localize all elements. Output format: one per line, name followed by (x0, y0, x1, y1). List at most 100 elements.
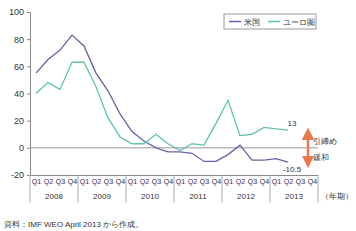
x-tick: Q2 (92, 175, 101, 186)
series-line (36, 35, 288, 162)
y-tick: 60 (14, 62, 30, 72)
y-tick-label: 20 (14, 116, 24, 126)
y-tick-mark (27, 148, 30, 149)
x-tick: Q1 (128, 175, 137, 186)
x-tick: Q1 (32, 175, 41, 186)
year-label: 2012 (237, 192, 255, 201)
legend-label: ユーロ圏 (283, 18, 315, 27)
x-tick: Q3 (104, 175, 113, 186)
x-tick-label: Q2 (236, 178, 245, 186)
x-tick-label: Q1 (128, 178, 137, 186)
year-label: 2008 (45, 192, 63, 201)
x-tick: Q4 (212, 175, 221, 186)
legend-label: 米国 (244, 18, 260, 27)
x-tick: Q4 (260, 175, 269, 186)
x-tick-label: Q1 (32, 178, 41, 186)
y-axis: -20 0 20 40 60 80 100 (9, 7, 31, 180)
chart: -20020406080100Q1Q2Q3Q4Q1Q2Q3Q4Q1Q2Q3Q4Q… (0, 0, 356, 231)
y-tick-label: 100 (9, 7, 24, 17)
y-tick-label: 40 (14, 89, 24, 99)
annotation: 13 (288, 119, 297, 128)
y-tick-label: 80 (14, 35, 24, 45)
direction-label: 引締め (313, 137, 337, 146)
legend-swatch (229, 21, 241, 23)
y-tick-mark (27, 94, 30, 95)
x-tick-label: Q2 (92, 178, 101, 186)
x-tick: Q3 (296, 175, 305, 186)
x-tick-label: Q1 (80, 178, 89, 186)
y-tick: 40 (14, 89, 30, 99)
x-tick-label: Q4 (68, 178, 77, 186)
year-separator (270, 175, 271, 203)
y-tick: 80 (14, 35, 30, 45)
year-label: 2013 (285, 192, 303, 201)
x-tick-label: Q3 (296, 178, 305, 186)
y-tick-mark (27, 39, 30, 40)
y-tick-mark (27, 66, 30, 67)
x-tick-label: Q4 (164, 178, 173, 186)
direction-label: 緩和 (312, 153, 329, 162)
x-tick-label: Q2 (140, 178, 149, 186)
series-line (36, 62, 288, 150)
x-tick-label: Q3 (200, 178, 209, 186)
x-tick-label: Q1 (224, 178, 233, 186)
x-tick-label: Q3 (56, 178, 65, 186)
y-tick: 0 (19, 143, 30, 153)
x-tick: Q1 (224, 175, 233, 186)
legend-box (224, 14, 316, 29)
x-tick-label: Q1 (176, 178, 185, 186)
x-tick-label: Q3 (248, 178, 257, 186)
y-axis-line (27, 13, 31, 176)
x-tick: Q4 (164, 175, 173, 186)
x-tick-label: Q4 (116, 178, 125, 186)
x-tick: Q3 (152, 175, 161, 186)
x-tick: Q2 (140, 175, 149, 186)
year-separator (318, 175, 319, 203)
x-tick: Q1 (272, 175, 281, 186)
x-tick-label: Q3 (152, 178, 161, 186)
y-tick-label: -20 (11, 170, 24, 180)
year-label: 2009 (93, 192, 111, 201)
x-tick: Q2 (284, 175, 293, 186)
x-tick-label: Q3 (104, 178, 113, 186)
y-tick-label: 0 (19, 143, 24, 153)
y-tick: 100 (9, 7, 30, 17)
x-tick-label: Q2 (284, 178, 293, 186)
direction-arrow (307, 134, 310, 162)
y-tick: 20 (14, 116, 30, 126)
year-separator (126, 175, 127, 203)
x-tick: Q3 (200, 175, 209, 186)
x-tick: Q4 (68, 175, 77, 186)
legend-swatch (268, 21, 280, 23)
y-tick: -20 (11, 170, 30, 180)
y-tick-mark (27, 121, 30, 122)
x-tick: Q4 (116, 175, 125, 186)
x-tick-label: Q2 (44, 178, 53, 186)
y-tick-mark (27, 12, 30, 13)
x-tick: Q3 (248, 175, 257, 186)
legend: 米国 ユーロ圏 (224, 14, 316, 29)
x-tick-label: Q4 (260, 178, 269, 186)
year-separator (30, 175, 31, 203)
plot-area (36, 35, 288, 162)
x-tick: Q2 (188, 175, 197, 186)
year-label: 2011 (189, 192, 207, 201)
year-separator (174, 175, 175, 203)
year-separator (78, 175, 79, 203)
x-tick: Q1 (176, 175, 185, 186)
y-tick-label: 60 (14, 62, 24, 72)
x-tick: Q2 (44, 175, 53, 186)
x-tick-label: Q4 (308, 178, 317, 186)
annotation: -10.5 (283, 165, 302, 174)
x-tick: Q4 (308, 175, 317, 186)
x-tick-label: Q1 (272, 178, 281, 186)
x-tick: Q3 (56, 175, 65, 186)
year-separator (222, 175, 223, 203)
x-axis-title: （年期） (321, 192, 353, 201)
year-label: 2010 (141, 192, 159, 201)
x-tick-label: Q4 (212, 178, 221, 186)
x-tick-label: Q2 (188, 178, 197, 186)
source-note: 資料：IMF WEO April 2013 から作成。 (4, 220, 143, 229)
x-tick: Q1 (80, 175, 89, 186)
x-tick: Q2 (236, 175, 245, 186)
